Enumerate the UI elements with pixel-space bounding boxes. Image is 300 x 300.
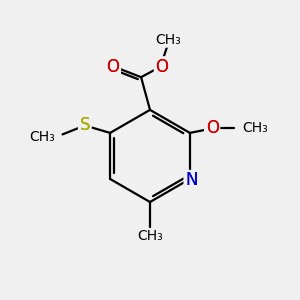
Text: O: O xyxy=(206,119,219,137)
Text: CH₃: CH₃ xyxy=(242,122,268,136)
Text: O: O xyxy=(106,58,119,76)
Text: N: N xyxy=(185,172,198,190)
Text: CH₃: CH₃ xyxy=(155,33,181,47)
Text: O: O xyxy=(106,58,119,76)
Text: CH₃: CH₃ xyxy=(137,229,163,243)
Text: S: S xyxy=(80,116,90,134)
Text: O: O xyxy=(155,58,168,76)
Text: O: O xyxy=(155,58,168,76)
Text: CH₃: CH₃ xyxy=(29,130,55,144)
Text: S: S xyxy=(80,116,90,134)
Text: O: O xyxy=(206,119,219,137)
Text: N: N xyxy=(185,172,198,190)
